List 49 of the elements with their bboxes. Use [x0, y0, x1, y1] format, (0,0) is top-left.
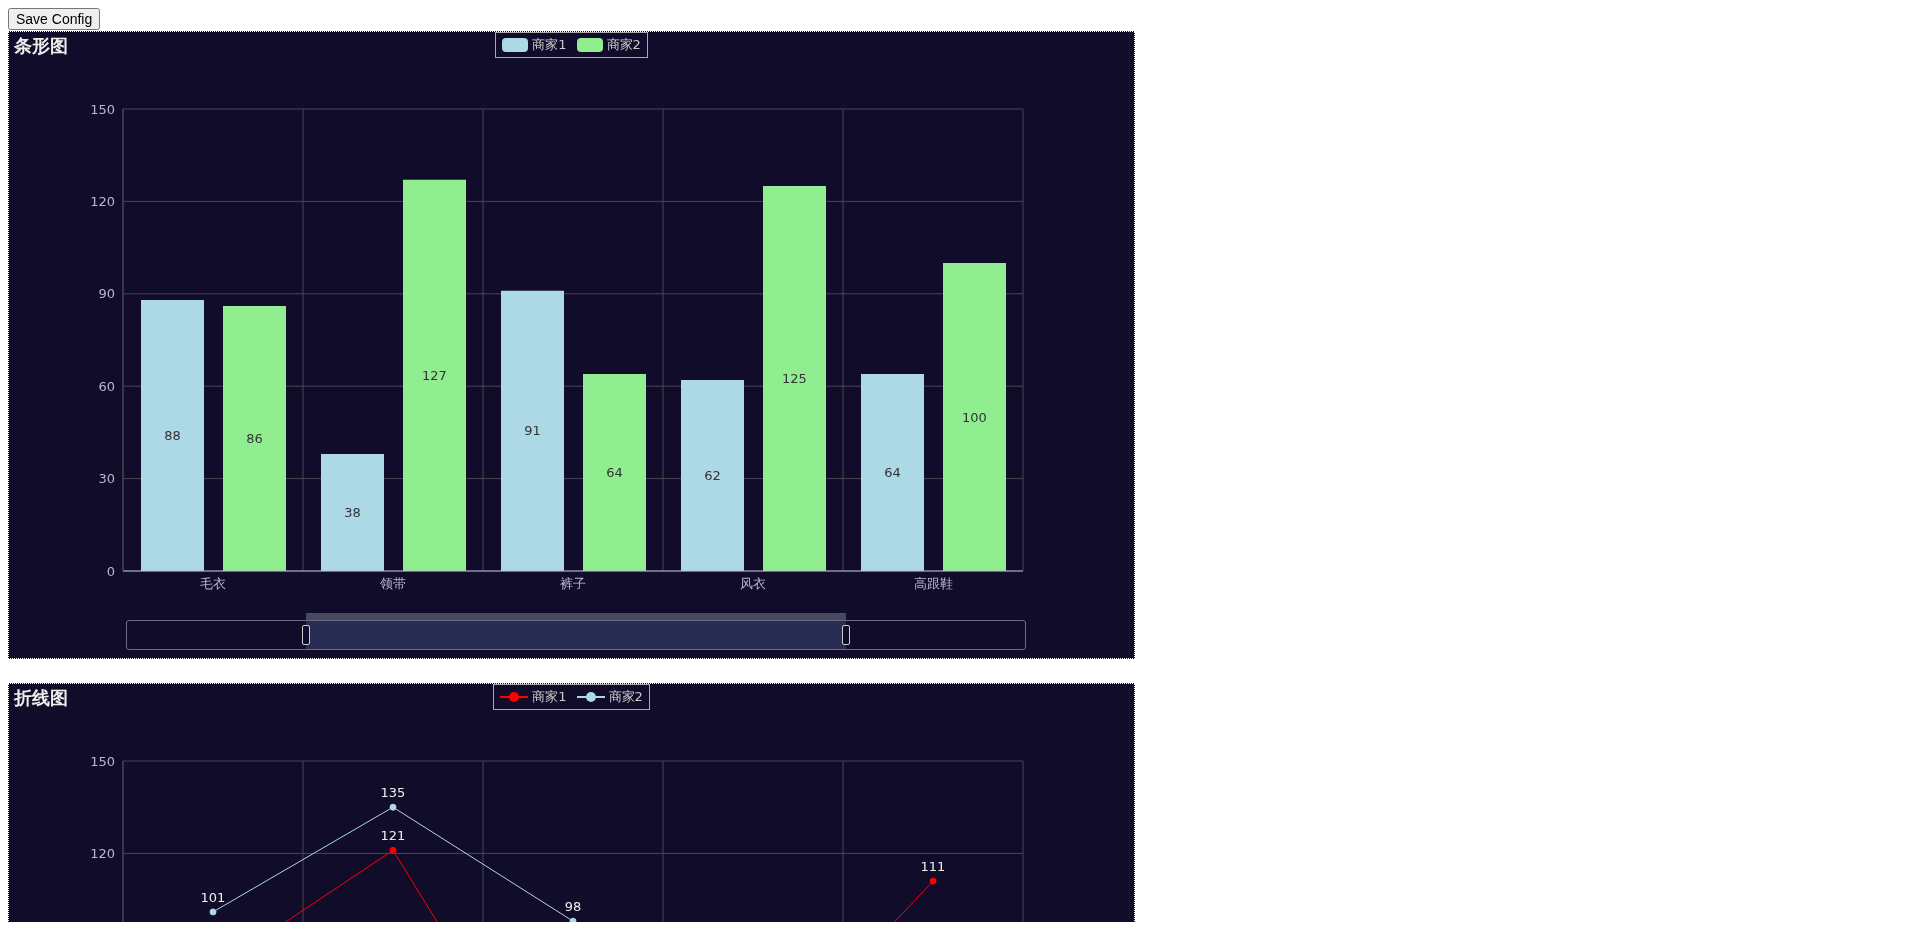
data-label: 91: [524, 423, 541, 439]
bar: [681, 380, 744, 571]
point: [209, 908, 217, 916]
legend-label: 商家1: [532, 36, 567, 54]
y-tick-label: 60: [98, 378, 115, 394]
bar: [763, 186, 826, 571]
y-tick-label: 150: [90, 753, 115, 769]
bar: [403, 179, 466, 571]
chart-title: 条形图: [14, 34, 68, 58]
data-label: 135: [380, 785, 406, 801]
point: [389, 846, 397, 854]
bar: [583, 373, 646, 571]
text: Save Config: [8, 8, 101, 30]
data-label: 101: [200, 889, 226, 905]
y-tick-label: 30: [98, 471, 115, 487]
x-tick-label: 领带: [380, 576, 406, 592]
data-label: 62: [704, 468, 721, 484]
y-tick-label: 0: [106, 563, 115, 579]
y-tick-label: 120: [90, 194, 115, 210]
bar: [943, 263, 1006, 571]
data-label: 125: [782, 371, 807, 387]
data-label: 64: [884, 465, 901, 481]
bar: [861, 373, 924, 571]
chart-title: 折线图: [14, 686, 68, 710]
y-tick-label: 120: [90, 846, 115, 862]
data-label: 38: [344, 505, 361, 521]
x-tick-label: 毛衣: [200, 576, 226, 592]
legend-label: 商家2: [606, 36, 641, 54]
data-label: 121: [380, 828, 406, 844]
x-tick-label: 风衣: [740, 576, 766, 592]
data-label: 86: [246, 431, 263, 447]
point: [389, 803, 397, 811]
data-label: 111: [920, 859, 946, 875]
y-tick-label: 150: [90, 101, 115, 117]
data-label: 127: [422, 368, 447, 384]
bar: [141, 299, 204, 571]
bar: [321, 453, 384, 571]
bar: [223, 306, 286, 571]
data-label: 64: [606, 465, 623, 481]
x-tick-label: 高跟鞋: [913, 576, 953, 592]
y-tick-label: 90: [98, 286, 115, 302]
data-label: 98: [564, 899, 582, 915]
legend-label: 商家2: [608, 688, 643, 706]
data-label: 88: [164, 428, 181, 444]
bar: [501, 290, 564, 571]
legend-label: 商家1: [532, 688, 567, 706]
point: [929, 877, 937, 885]
x-tick-label: 裤子: [560, 576, 586, 592]
data-label: 100: [962, 409, 987, 425]
